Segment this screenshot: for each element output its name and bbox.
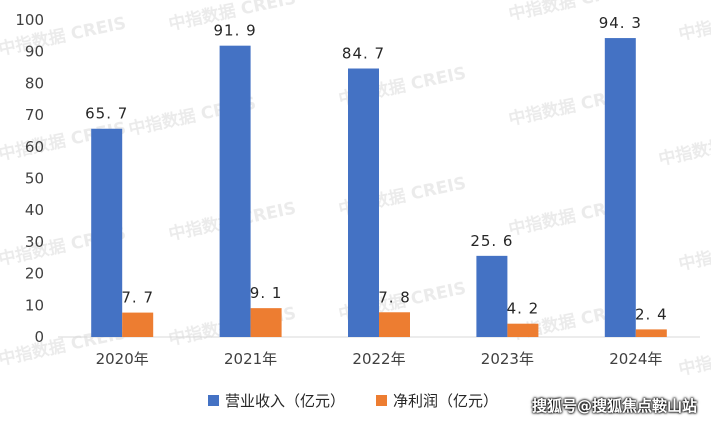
bar-0-1: [219, 45, 251, 337]
data-label-0-1: 91. 9: [214, 22, 257, 40]
x-tick-1: 2021年: [224, 350, 277, 368]
data-label-0-2: 84. 7: [342, 45, 385, 63]
bar-0-2: [348, 68, 379, 337]
y-tick-20: 20: [25, 265, 44, 283]
credit-text: 搜狐号@搜狐焦点鞍山站: [531, 397, 697, 415]
legend-label-1: 净利润（亿元）: [393, 392, 498, 410]
legend: 营业收入（亿元） 净利润（亿元）: [208, 392, 498, 410]
data-label-1-3: 4. 2: [507, 300, 540, 318]
data-label-0-3: 25. 6: [470, 232, 513, 250]
bar-1-1: [250, 308, 282, 337]
data-label-0-4: 94. 3: [599, 14, 642, 32]
x-tick-0: 2020年: [96, 350, 149, 368]
bar-1-0: [122, 312, 154, 337]
x-tick-2: 2022年: [352, 350, 405, 368]
x-axis: 2020年 2021年 2022年 2023年 2024年: [96, 350, 663, 368]
data-label-0-0: 65. 7: [85, 105, 128, 123]
bar-0-4: [604, 38, 636, 337]
y-tick-40: 40: [25, 201, 44, 219]
y-axis: 0 10 20 30 40 50 60 70 80 90 100: [15, 11, 44, 346]
data-label-1-0: 7. 7: [121, 289, 154, 307]
bar-1-4: [635, 329, 667, 337]
legend-label-0: 营业收入（亿元）: [225, 392, 345, 410]
legend-swatch-1: [376, 395, 387, 406]
y-tick-70: 70: [25, 106, 44, 124]
watermark-8: 中指数据 CREIS: [657, 122, 711, 170]
data-label-1-2: 7. 8: [378, 288, 411, 306]
data-label-1-1: 9. 1: [250, 284, 283, 302]
data-label-1-4: 2. 4: [635, 305, 668, 323]
y-tick-10: 10: [25, 296, 44, 314]
watermark-13: 中指数据 CREIS: [677, 227, 711, 275]
bars: 65. 7 7. 7 91. 9 9. 1 84. 7 7. 8 25. 6 4. 2 94. …: [85, 14, 667, 337]
y-tick-0: 0: [34, 328, 44, 346]
x-tick-3: 2023年: [481, 350, 534, 368]
watermark-3: 中指数据 CREIS: [677, 0, 711, 45]
y-tick-80: 80: [25, 74, 44, 92]
bar-1-2: [379, 312, 410, 337]
y-tick-90: 90: [25, 43, 44, 61]
bar-0-3: [476, 255, 508, 337]
bar-1-3: [507, 323, 539, 337]
watermark-18: 中指数据 CREIS: [677, 332, 711, 380]
y-tick-100: 100: [15, 11, 44, 29]
y-tick-60: 60: [25, 138, 44, 156]
legend-swatch-0: [208, 395, 219, 406]
bar-0-0: [91, 128, 123, 337]
y-tick-50: 50: [25, 170, 44, 188]
x-tick-4: 2024年: [609, 350, 662, 368]
y-tick-30: 30: [25, 233, 44, 251]
